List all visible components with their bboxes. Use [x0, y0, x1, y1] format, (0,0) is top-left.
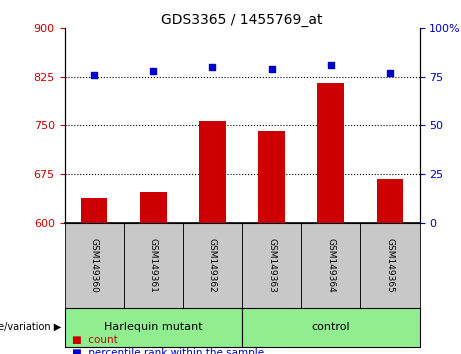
Point: [268, 66, 275, 72]
Text: GSM149363: GSM149363: [267, 238, 276, 293]
Text: GSM149362: GSM149362: [208, 238, 217, 293]
Bar: [377, 178, 403, 223]
Text: ■  percentile rank within the sample: ■ percentile rank within the sample: [71, 348, 264, 354]
Bar: [242, 223, 301, 308]
Bar: [124, 223, 183, 308]
Text: genotype/variation ▶: genotype/variation ▶: [0, 322, 62, 332]
Point: [90, 72, 98, 78]
Bar: [65, 223, 124, 308]
Point: [149, 68, 157, 74]
Text: GSM149361: GSM149361: [149, 238, 158, 293]
Text: GSM149364: GSM149364: [326, 238, 335, 293]
Point: [386, 70, 394, 76]
Text: GSM149365: GSM149365: [385, 238, 395, 293]
Text: ■  count: ■ count: [71, 336, 117, 346]
Bar: [140, 192, 166, 223]
Title: GDS3365 / 1455769_at: GDS3365 / 1455769_at: [161, 13, 323, 27]
Bar: [301, 223, 361, 308]
Text: control: control: [312, 322, 350, 332]
Bar: [199, 121, 226, 223]
Bar: [258, 131, 285, 223]
Text: Harlequin mutant: Harlequin mutant: [104, 322, 202, 332]
Point: [209, 64, 216, 70]
Bar: [65, 308, 242, 347]
Bar: [183, 223, 242, 308]
Bar: [242, 308, 420, 347]
Text: GSM149360: GSM149360: [89, 238, 99, 293]
Point: [327, 62, 334, 68]
Bar: [318, 83, 344, 223]
Bar: [361, 223, 420, 308]
Bar: [81, 198, 107, 223]
